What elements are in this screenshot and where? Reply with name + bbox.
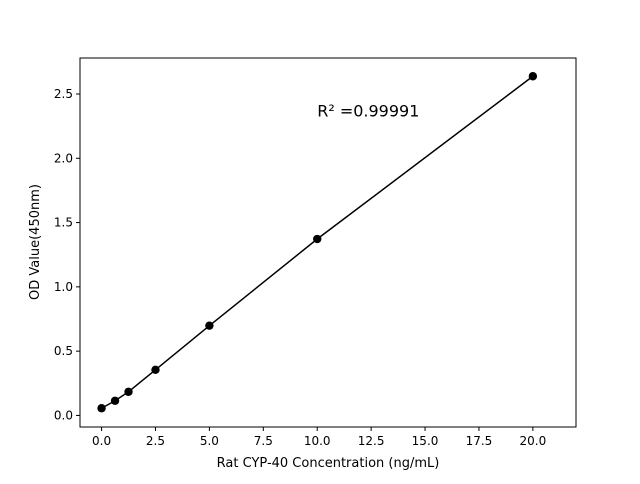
y-tick-label: 1.0	[54, 280, 73, 294]
x-tick-label: 15.0	[412, 434, 439, 448]
data-point	[97, 404, 106, 413]
y-tick-label: 2.0	[54, 151, 73, 165]
r-squared-annotation: R² =0.99991	[317, 102, 419, 121]
x-tick-label: 20.0	[520, 434, 547, 448]
y-tick-label: 1.5	[54, 216, 73, 230]
y-axis-label: OD Value(450nm)	[28, 184, 43, 300]
y-tick-label: 0.0	[54, 408, 73, 422]
data-point	[528, 72, 538, 81]
y-tick-label: 0.5	[54, 344, 73, 358]
y-tick-label: 2.5	[54, 87, 73, 101]
x-axis-label: Rat CYP-40 Concentration (ng/mL)	[217, 456, 440, 471]
x-tick-label: 2.5	[146, 434, 165, 448]
data-point	[205, 321, 214, 330]
x-tick-label: 17.5	[466, 434, 493, 448]
data-point	[110, 396, 120, 405]
data-point	[124, 387, 133, 396]
data-point	[151, 365, 160, 374]
x-tick-label: 5.0	[200, 434, 219, 448]
x-tick-label: 10.0	[304, 434, 331, 448]
x-tick-label: 0.0	[92, 434, 111, 448]
plot-frame	[79, 57, 577, 428]
data-point	[313, 234, 322, 244]
x-tick-label: 7.5	[254, 434, 273, 448]
x-tick-label: 12.5	[358, 434, 385, 448]
